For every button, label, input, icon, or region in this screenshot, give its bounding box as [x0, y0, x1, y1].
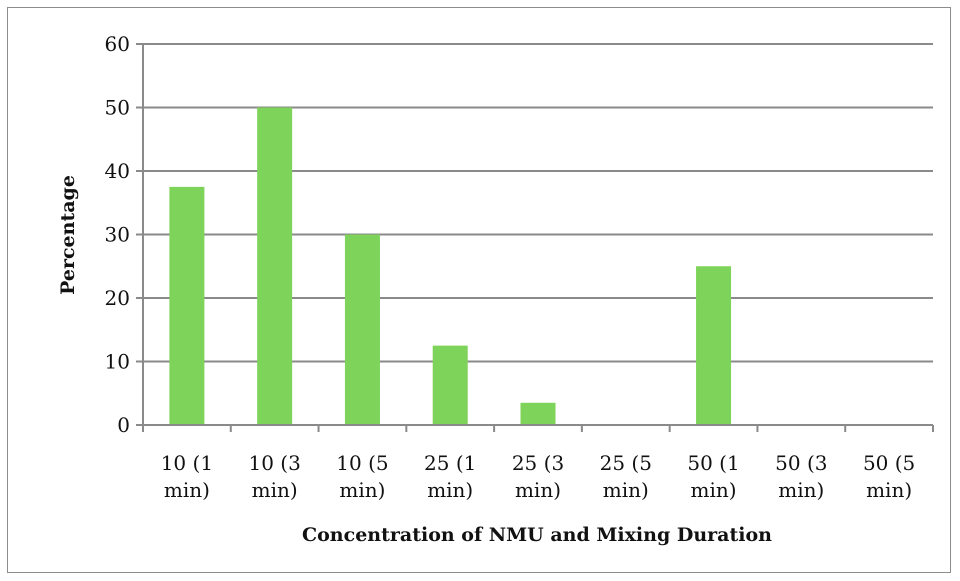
x-tick-label: 10 (3 min): [248, 451, 300, 502]
x-tick-label: 10 (5 min): [336, 451, 388, 502]
bar: [520, 402, 556, 425]
x-tick-label: 50 (5 min): [863, 451, 915, 502]
bar: [257, 107, 293, 425]
x-tick-label: 25 (3 min): [512, 451, 564, 502]
bar: [169, 186, 205, 425]
chart-frame: [7, 7, 951, 573]
bar: [696, 266, 732, 425]
y-tick-label: 50: [105, 96, 130, 120]
x-tick-label: 50 (1 min): [687, 451, 739, 502]
x-tick-label: 50 (3 min): [775, 451, 827, 502]
x-tick-label: 10 (1 min): [161, 451, 213, 502]
y-tick-label: 20: [105, 286, 130, 310]
y-tick-label: 40: [105, 159, 130, 183]
axes: [136, 43, 934, 432]
x-tick-label: 25 (5 min): [600, 451, 652, 502]
x-axis-label: Concentration of NMU and Mixing Duration: [302, 524, 772, 546]
y-axis-label: Percentage: [57, 175, 79, 295]
x-tick-labels: 10 (1 min) 10 (3 min) 10 (5 min) 25 (1 min) 25 (…: [161, 451, 916, 502]
x-tick-label: 25 (1 min): [424, 451, 476, 502]
bar: [344, 234, 380, 425]
y-tick-label: 0: [117, 413, 130, 437]
y-tick-label: 30: [105, 223, 130, 247]
y-tick-labels: 0 10 20 30 40 50 60: [105, 32, 130, 437]
y-tick-label: 60: [105, 32, 130, 56]
bars: [169, 107, 732, 425]
y-tick-label: 10: [105, 350, 130, 374]
bar: [432, 345, 468, 425]
